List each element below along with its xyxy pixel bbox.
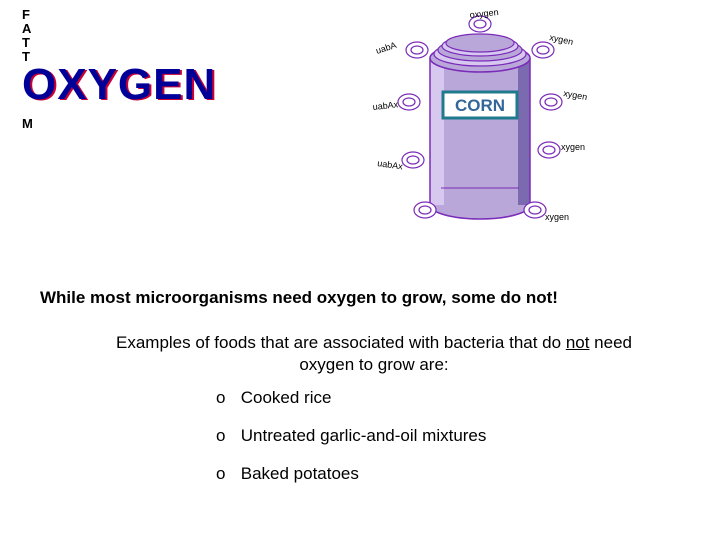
- bullet: o: [216, 426, 236, 446]
- bullet: o: [216, 388, 236, 408]
- body-text: While most microorganisms need oxygen to…: [40, 288, 685, 308]
- acronym-letter: T: [22, 36, 31, 50]
- svg-text:uabAx: uabAx: [372, 99, 399, 112]
- intro-not: not: [566, 333, 590, 352]
- svg-text:xygen: xygen: [563, 88, 588, 102]
- list-item-label: Untreated garlic-and-oil mixtures: [241, 426, 487, 445]
- intro-text: Examples of foods that are associated wi…: [94, 332, 654, 376]
- page-title: OXYGEN: [22, 60, 216, 110]
- list-item-label: Cooked rice: [241, 388, 332, 407]
- acronym-letter: M: [22, 116, 33, 131]
- intro-pre: Examples of foods that are associated wi…: [116, 333, 566, 352]
- acronym-column: F A T T: [22, 8, 31, 64]
- can-label-text: CORN: [455, 96, 505, 115]
- svg-text:xygen: xygen: [549, 32, 575, 47]
- svg-text:oxygen: oxygen: [469, 10, 499, 20]
- svg-text:xygen: xygen: [545, 212, 569, 222]
- acronym-letter: A: [22, 22, 31, 36]
- svg-text:uabA: uabA: [375, 40, 398, 56]
- svg-text:xygen: xygen: [561, 142, 585, 152]
- svg-text:uabAx: uabAx: [377, 158, 404, 172]
- can-illustration: CORN oxygen xygen xygen xygen xygen uabA…: [345, 10, 615, 250]
- list-item-label: Baked potatoes: [241, 464, 359, 483]
- list-item: o Untreated garlic-and-oil mixtures: [216, 426, 486, 446]
- list-item: o Cooked rice: [216, 388, 486, 408]
- bullet: o: [216, 464, 236, 484]
- food-list: o Cooked rice o Untreated garlic-and-oil…: [216, 388, 486, 502]
- acronym-letter: F: [22, 8, 31, 22]
- list-item: o Baked potatoes: [216, 464, 486, 484]
